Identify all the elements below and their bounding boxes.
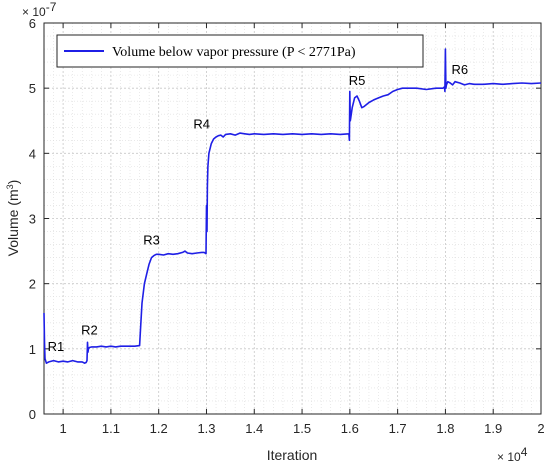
- y-tick-label: 5: [29, 81, 36, 96]
- x-tick-label: 1.9: [484, 421, 502, 436]
- x-tick-label: 1.6: [341, 421, 359, 436]
- x-tick-label: 1.5: [293, 421, 311, 436]
- y-axis-label: Volume (m3): [5, 180, 21, 257]
- x-tick-label: 1.2: [150, 421, 168, 436]
- annotation-label: R6: [451, 62, 468, 77]
- x-tick-labels: 1 1.1 1.2 1.3 1.4 1.5 1.6 1.7 1.8 1.9 2: [59, 421, 544, 436]
- y-tick-label: 3: [29, 212, 36, 227]
- x-tick-label: 1.1: [102, 421, 120, 436]
- legend-box: [56, 34, 424, 68]
- legend-label: Volume below vapor pressure (P < 2771Pa): [112, 45, 356, 60]
- annotation-label: R3: [143, 233, 160, 248]
- y-tick-label: 0: [29, 407, 36, 422]
- x-exponent-label: × 104: [497, 445, 528, 464]
- x-tick-label: 1.4: [245, 421, 263, 436]
- y-tick-label: 6: [29, 16, 36, 31]
- y-exponent-label: × 10-7: [22, 0, 57, 19]
- series-line: [43, 48, 542, 364]
- y-tick-labels: 0 1 2 3 4 5 6: [29, 16, 36, 422]
- annotation-label: R1: [48, 339, 65, 354]
- grid: [43, 22, 542, 415]
- annotation-label: R5: [349, 73, 366, 88]
- x-tick-label: 1.3: [197, 421, 215, 436]
- x-tick-label: 1.7: [389, 421, 407, 436]
- annotation-label: R4: [193, 117, 210, 132]
- legend: Volume below vapor pressure (P < 2771Pa): [56, 34, 424, 68]
- x-tick-label: 1: [59, 421, 66, 436]
- y-tick-label: 1: [29, 342, 36, 357]
- series-group: [43, 48, 542, 364]
- y-tick-label: 4: [29, 146, 36, 161]
- x-tick-label: 1.8: [436, 421, 454, 436]
- annotations: R1 R2 R3 R4 R5 R6: [48, 62, 468, 354]
- x-axis-label: Iteration: [267, 447, 318, 463]
- x-tick-label: 2: [537, 421, 544, 436]
- y-tick-label: 2: [29, 277, 36, 292]
- axis-ticks: [44, 22, 542, 415]
- annotation-label: R2: [81, 322, 98, 337]
